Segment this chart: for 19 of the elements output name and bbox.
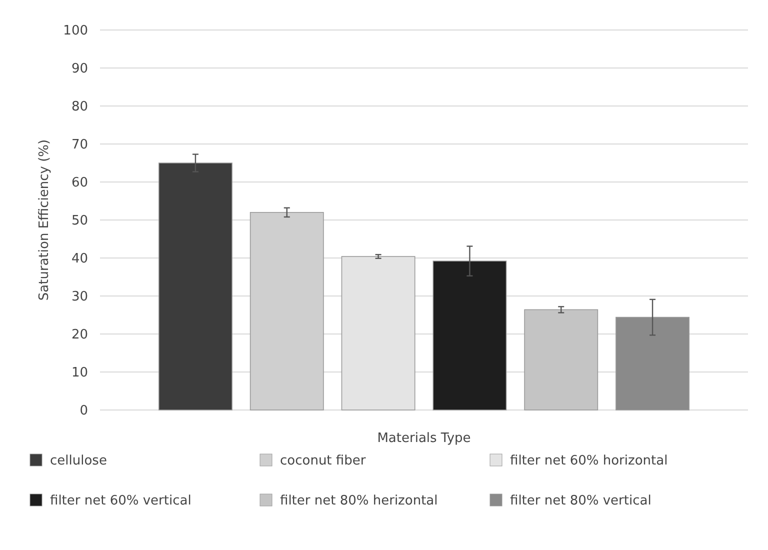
legend-label: coconut fiber — [280, 454, 366, 469]
y-tick-label: 20 — [71, 328, 88, 343]
y-tick-label: 40 — [71, 252, 88, 267]
y-tick-label: 60 — [71, 176, 88, 191]
legend-label: filter net 60% vertical — [50, 494, 192, 509]
y-tick-label: 0 — [80, 404, 88, 419]
legend-label: filter net 80% vertical — [510, 494, 652, 509]
y-tick-label: 30 — [71, 290, 88, 305]
y-tick-label: 90 — [71, 62, 88, 77]
y-tick-label: 70 — [71, 138, 88, 153]
y-axis-title: Saturation Efficiency (%) — [37, 139, 52, 301]
x-axis-title: Materials Type — [377, 431, 471, 446]
y-tick-label: 10 — [71, 366, 88, 381]
legend-label: filter net 80% herizontal — [280, 494, 438, 509]
y-tick-label: 50 — [71, 214, 88, 229]
legend-label: filter net 60% horizontal — [510, 454, 668, 469]
y-tick-label: 80 — [71, 100, 88, 115]
y-tick-label: 100 — [63, 24, 88, 39]
legend-label: cellulose — [50, 454, 107, 469]
